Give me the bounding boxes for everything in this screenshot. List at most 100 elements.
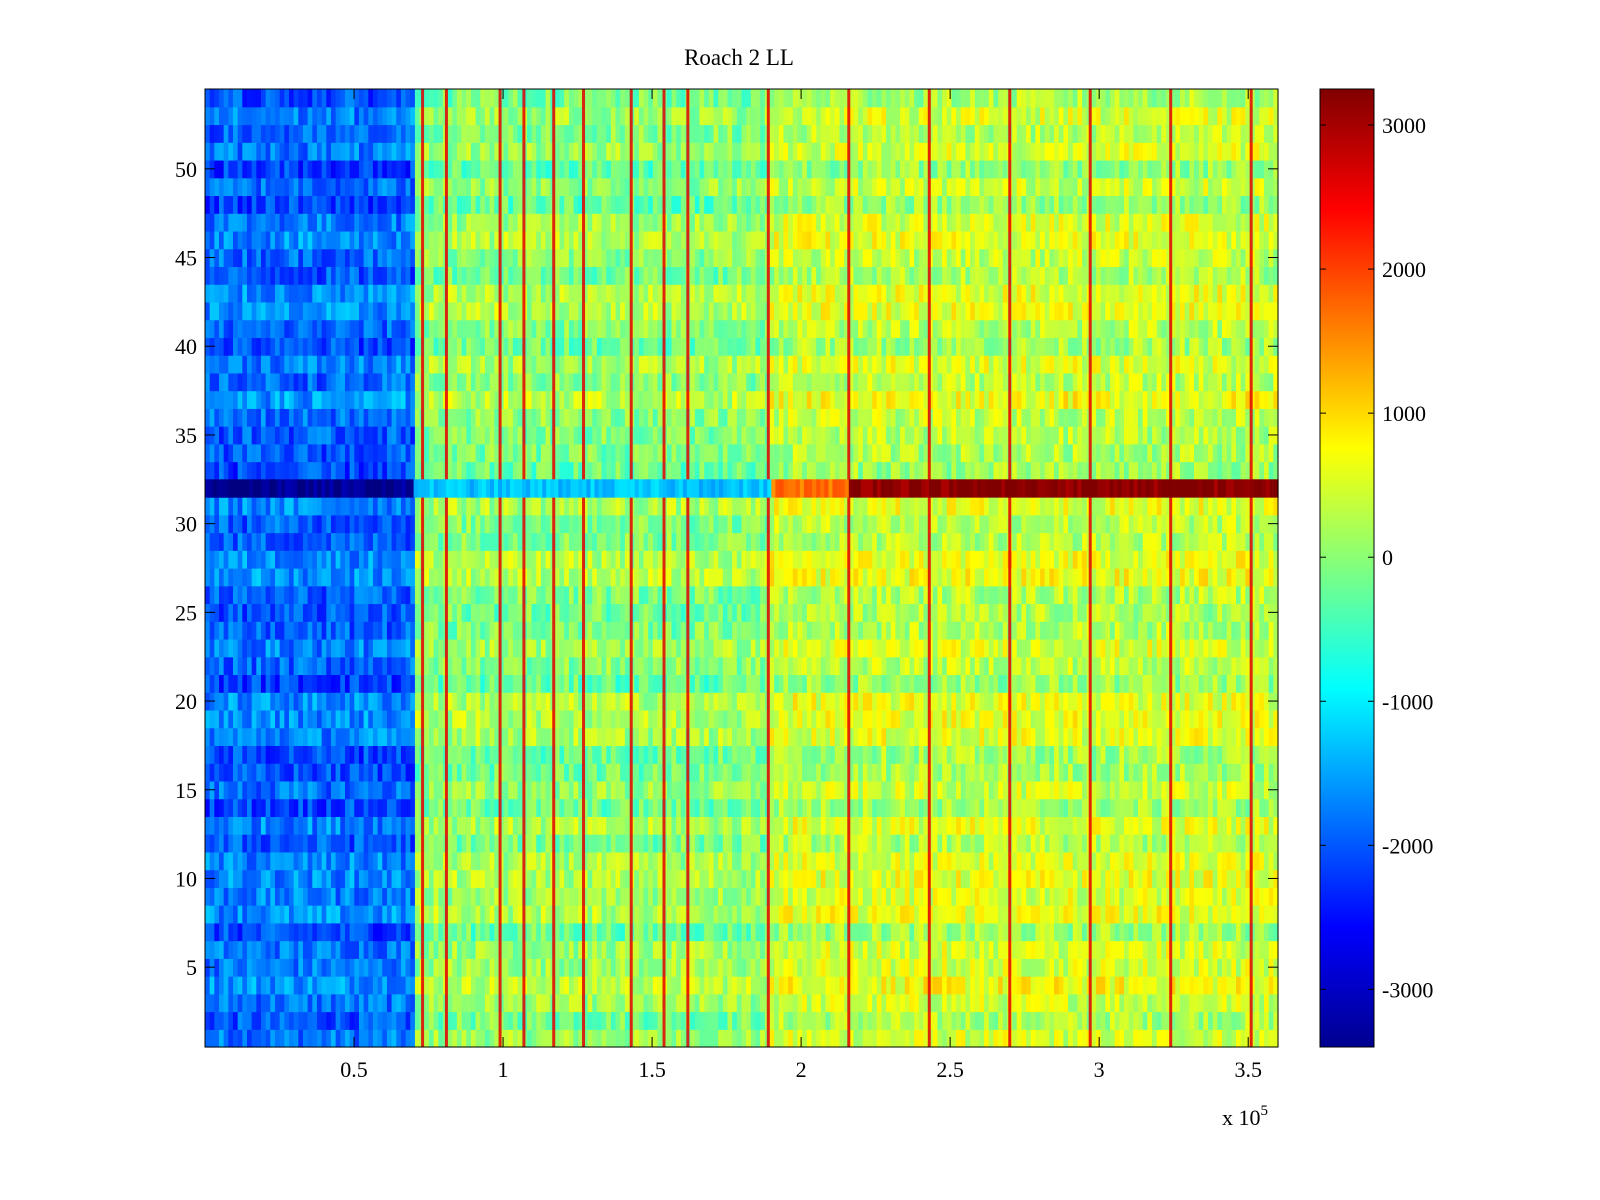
- heatmap-cell: [1236, 780, 1242, 800]
- heatmap-cell: [494, 656, 500, 676]
- heatmap-cell: [1049, 869, 1055, 888]
- heatmap-cell: [232, 905, 239, 924]
- heatmap-cell: [1208, 905, 1214, 924]
- heatmap-cell: [923, 940, 929, 959]
- heatmap-cell: [648, 656, 654, 676]
- heatmap-cell: [410, 851, 416, 871]
- heatmap-cell: [1119, 922, 1125, 942]
- heatmap-cell: [900, 922, 906, 942]
- heatmap-cell: [1170, 692, 1176, 711]
- heatmap-cell: [326, 958, 332, 977]
- heatmap-cell: [293, 834, 299, 853]
- heatmap-cell: [1152, 780, 1158, 800]
- heatmap-cell: [620, 905, 626, 924]
- heatmap-cell: [219, 905, 225, 924]
- heatmap-cell: [1021, 940, 1027, 959]
- heatmap-cell: [1105, 1029, 1111, 1048]
- heatmap-cell: [1114, 763, 1120, 782]
- heatmap-cell: [951, 745, 957, 764]
- heatmap-cell: [722, 745, 729, 764]
- heatmap-cell: [321, 834, 327, 853]
- heatmap-cell: [251, 763, 257, 782]
- heatmap-cell: [690, 674, 696, 693]
- heatmap-cell: [205, 709, 211, 729]
- heatmap-cell: [400, 940, 407, 959]
- heatmap-cell: [512, 887, 519, 906]
- heatmap-cell: [820, 940, 827, 959]
- heatmap-cell: [858, 976, 864, 995]
- heatmap-cell: [330, 993, 337, 1013]
- heatmap-cell: [886, 656, 892, 676]
- heatmap-cell: [769, 869, 775, 888]
- heatmap-cell: [1044, 940, 1051, 959]
- heatmap-cell: [214, 727, 220, 747]
- heatmap-cell: [214, 851, 220, 871]
- heatmap-cell: [979, 887, 985, 906]
- heatmap-cell: [1096, 976, 1102, 995]
- heatmap-cell: [433, 1029, 439, 1048]
- heatmap-cell: [881, 745, 887, 764]
- heatmap-cell: [1002, 834, 1009, 853]
- heatmap-cell: [634, 1011, 640, 1030]
- heatmap-cell: [979, 922, 985, 942]
- heatmap-cell: [736, 816, 743, 835]
- heatmap-cell: [279, 798, 285, 817]
- heatmap-cell: [368, 692, 374, 711]
- heatmap-cell: [410, 780, 416, 800]
- heatmap-cell: [312, 887, 318, 906]
- heatmap-cell: [540, 869, 547, 888]
- heatmap-cell: [722, 727, 729, 747]
- heatmap-cell: [918, 709, 925, 729]
- heatmap-cell: [428, 976, 435, 995]
- heatmap-cell: [232, 834, 239, 853]
- heatmap-cell: [671, 851, 677, 871]
- heatmap-cell: [1189, 887, 1195, 906]
- heatmap-cell: [536, 958, 542, 977]
- heatmap-cell: [223, 709, 229, 729]
- heatmap-cell: [932, 887, 939, 906]
- heatmap-cell: [1100, 745, 1106, 764]
- heatmap-cell: [316, 656, 323, 676]
- heatmap-cell: [839, 869, 845, 888]
- heatmap-cell: [587, 887, 593, 906]
- heatmap-cell: [246, 851, 253, 871]
- heatmap-cell: [732, 798, 738, 817]
- heatmap-cell: [1236, 674, 1242, 693]
- heatmap-cell: [400, 745, 407, 764]
- heatmap-cell: [1259, 816, 1265, 835]
- heatmap-cell: [1114, 976, 1120, 995]
- heatmap-cell: [834, 798, 841, 817]
- heatmap-cell: [1035, 798, 1041, 817]
- heatmap-cell: [349, 798, 355, 817]
- heatmap-cell: [1166, 727, 1172, 747]
- heatmap-cell: [937, 1011, 943, 1030]
- heatmap-cell: [1254, 798, 1260, 817]
- heatmap-cell: [956, 798, 962, 817]
- heatmap-cell: [232, 1011, 239, 1030]
- heatmap-cell: [820, 763, 827, 782]
- heatmap-cell: [755, 798, 761, 817]
- heatmap-cell: [690, 958, 696, 977]
- heatmap-cell: [970, 940, 976, 959]
- heatmap-cell: [447, 816, 453, 835]
- heatmap-cell: [209, 674, 215, 693]
- heatmap-cell: [1054, 780, 1060, 800]
- heatmap-cell: [382, 869, 388, 888]
- heatmap-cell: [699, 1011, 705, 1030]
- heatmap-cell: [368, 851, 374, 871]
- heatmap-cell: [1156, 905, 1162, 924]
- heatmap-cell: [358, 1011, 365, 1030]
- heatmap-cell: [746, 780, 752, 800]
- heatmap-cell: [582, 745, 589, 764]
- heatmap-cell: [265, 763, 271, 782]
- heatmap-cell: [750, 727, 757, 747]
- heatmap-cell: [228, 993, 234, 1013]
- heatmap-cell: [1133, 1011, 1139, 1030]
- heatmap-cell: [1170, 976, 1176, 995]
- heatmap-cell: [671, 656, 677, 676]
- heatmap-cell: [526, 958, 533, 977]
- heatmap-cell: [708, 727, 715, 747]
- heatmap-cell: [760, 851, 766, 871]
- heatmap-cell: [335, 993, 341, 1013]
- heatmap-cell: [578, 869, 584, 888]
